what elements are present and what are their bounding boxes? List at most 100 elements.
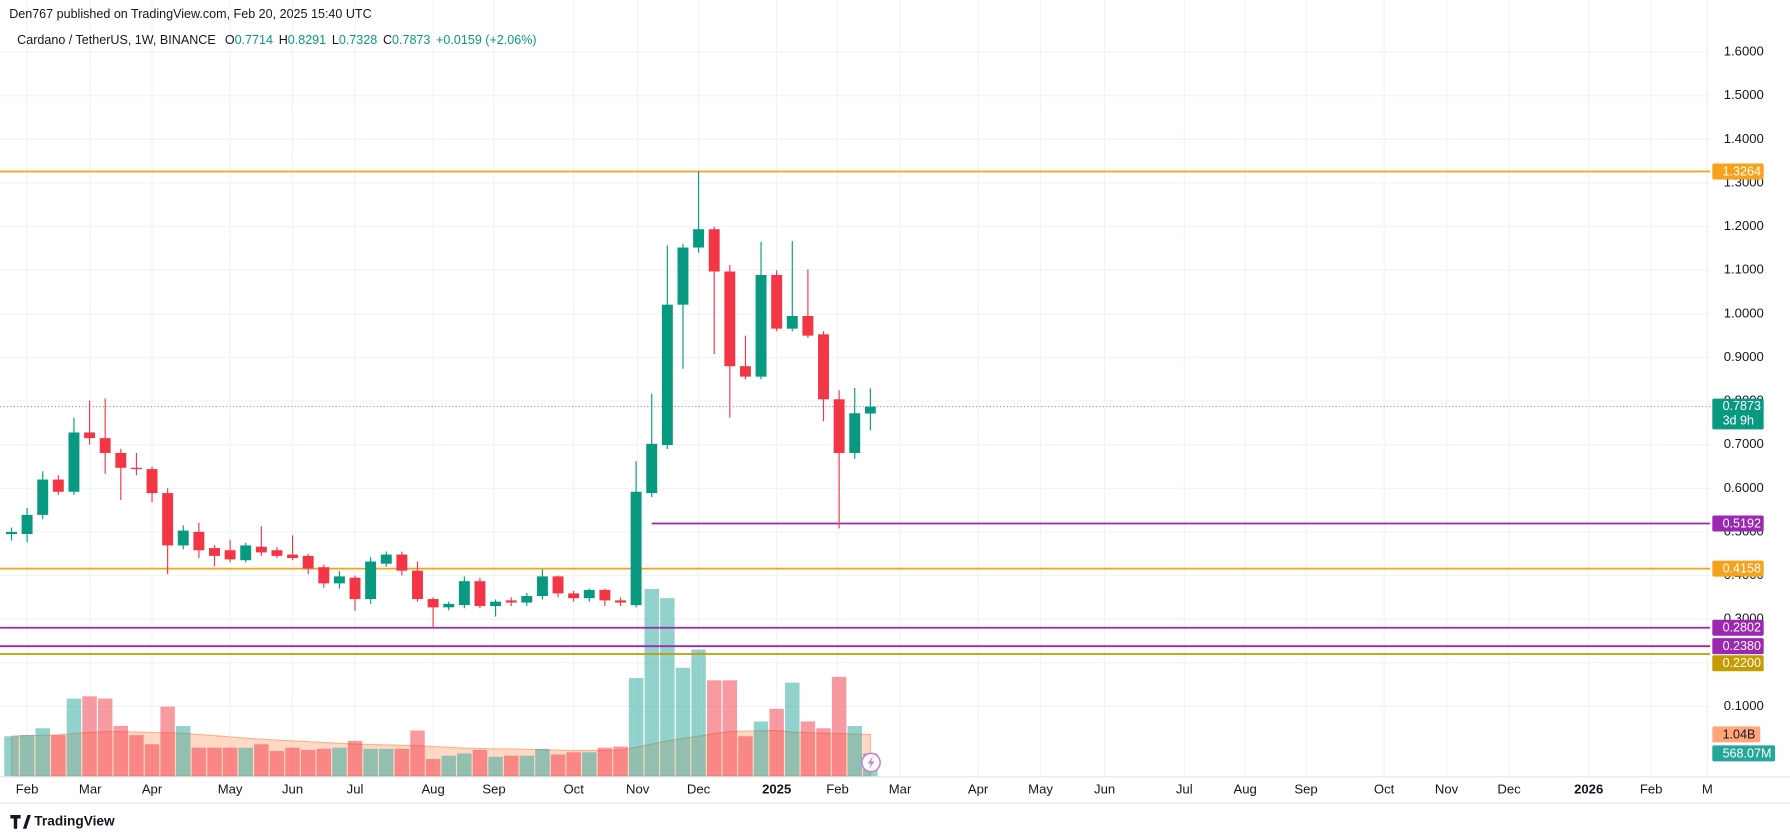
volume-bar (363, 748, 378, 777)
volume-bar (97, 698, 113, 777)
candle-body (84, 432, 96, 439)
candle-body (724, 271, 736, 367)
volume-bar (269, 751, 285, 777)
brand: TradingView (34, 813, 115, 828)
close-label: C (383, 33, 392, 47)
volume-bar (113, 725, 129, 777)
volume-bar (628, 678, 644, 777)
badges-layer: 1.3264 0.5192 0.4158 0.2802 0.2380 0.2200 0.78… (1712, 163, 1776, 762)
volume-bar (660, 598, 675, 777)
volume-bar (706, 680, 722, 777)
high-label: H (279, 33, 288, 47)
volume-bar (566, 752, 581, 777)
candle-body (21, 514, 33, 535)
y-tick-label: 1.4000 (1724, 131, 1764, 146)
volume-bar (394, 748, 410, 777)
x-tick-label: Oct (1374, 781, 1395, 796)
x-tick-label: Mar (889, 781, 912, 796)
x-tick-label: Nov (626, 781, 650, 796)
level-badge (1712, 515, 1764, 532)
level-badge (1712, 638, 1764, 655)
volume-bar (160, 706, 175, 777)
last-price-label: 0.7873 (1723, 399, 1761, 413)
low-value: 0.7328 (339, 33, 377, 47)
volume-bar (644, 588, 659, 777)
candle-body (490, 601, 502, 607)
volume-bar (300, 749, 316, 777)
candle-body (630, 491, 642, 606)
y-tick-label: 1.2000 (1724, 218, 1764, 233)
volume-bar (722, 680, 738, 777)
candle-body (271, 550, 283, 556)
volume-bar (441, 755, 456, 777)
x-tick-label: Feb (826, 781, 849, 796)
candle-body (193, 531, 205, 551)
candle-body (68, 432, 80, 492)
x-tick-label: Dec (1497, 781, 1521, 796)
x-tick-label: Feb (1640, 781, 1663, 796)
y-tick-label: 1.5000 (1724, 87, 1764, 102)
volume-bar (613, 746, 628, 777)
level-badge (1712, 560, 1764, 577)
x-tick-label: Aug (1233, 781, 1256, 796)
volume-layer (4, 588, 878, 777)
x-tick-label: Aug (421, 781, 444, 796)
candle-body (583, 589, 595, 599)
x-tick-label: Apr (968, 781, 989, 796)
y-tick-label: 0.9000 (1724, 349, 1764, 364)
level-badge-label: 0.2200 (1723, 656, 1761, 670)
level-badge (1712, 655, 1764, 672)
candle-body (302, 555, 314, 569)
candle-body (52, 479, 64, 492)
candle-body (333, 576, 345, 584)
x-tick-label: 2026 (1574, 781, 1603, 796)
x-tick-label: Oct (563, 781, 584, 796)
candles-layer (6, 171, 876, 628)
volume-bar (831, 676, 847, 777)
open-label: O (225, 33, 235, 47)
axis-layer: 0.10000.20000.30000.40000.50000.60000.70… (16, 44, 1764, 797)
volume-bar (254, 744, 269, 777)
volume-bar (488, 756, 503, 777)
level-badge-label: 0.2380 (1723, 639, 1761, 653)
volume-bar (503, 755, 519, 777)
candle-body (130, 467, 142, 470)
volume-bar (425, 759, 441, 777)
candle-body (677, 247, 689, 305)
level-badge-label: 1.3264 (1723, 164, 1761, 178)
volume-label: 568.07M (1723, 746, 1772, 760)
y-tick-label: 1.6000 (1724, 44, 1764, 59)
candle-body (318, 567, 330, 584)
candle-body (443, 603, 455, 608)
level-badge-label: 0.5192 (1723, 516, 1761, 530)
candle-body (6, 531, 17, 535)
candle-body (833, 399, 845, 453)
candle-body (771, 275, 783, 329)
symbol: Cardano / TetherUS, 1W, BINANCE (17, 33, 216, 47)
volume-bar (410, 730, 425, 777)
level-badge-label: 0.4158 (1723, 562, 1761, 576)
volume-bar (191, 747, 207, 777)
candle-body (255, 546, 267, 553)
low-label: L (332, 33, 339, 47)
volume-ma-label: 1.04B (1723, 727, 1756, 741)
volume-bar (472, 749, 488, 777)
volume-bar (332, 747, 347, 777)
candle-body (162, 493, 174, 546)
candle-body (349, 577, 361, 600)
candle-body (521, 596, 533, 603)
level-badge (1712, 163, 1764, 180)
candle-body (380, 554, 392, 564)
level-badge-label: 0.2802 (1723, 621, 1761, 635)
high-value: 0.8291 (288, 33, 326, 47)
countdown-label: 3d 9h (1723, 414, 1754, 428)
x-tick-label: Feb (16, 781, 39, 796)
candle-body (115, 452, 127, 468)
candle-body (661, 304, 673, 446)
candle-body (693, 229, 705, 248)
volume-bar (519, 755, 535, 777)
candle-body (708, 229, 720, 272)
y-tick-label: 1.1000 (1724, 262, 1764, 277)
volume-bar (675, 667, 691, 777)
x-tick-label: Sep (1294, 781, 1317, 796)
